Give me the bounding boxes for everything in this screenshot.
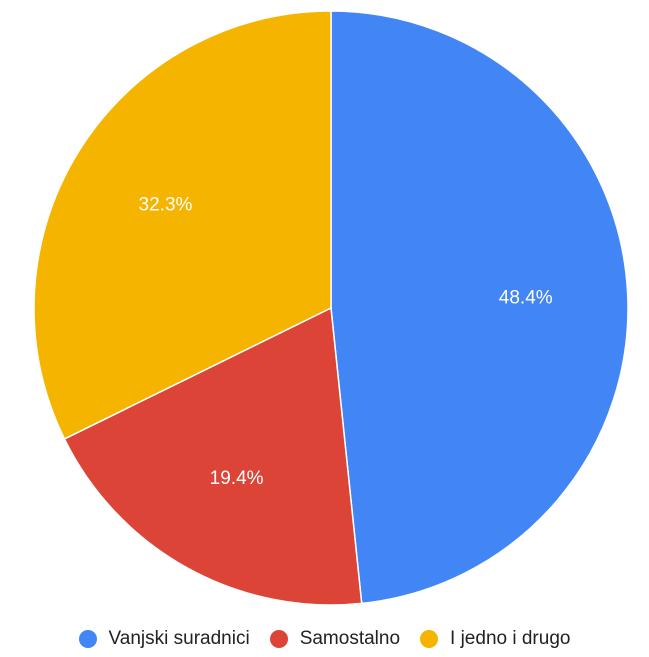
slice-value-label: 32.3% bbox=[139, 194, 193, 215]
pie-slice-vanjski-suradnici[interactable] bbox=[330, 10, 629, 605]
legend-item-samostalno[interactable]: Samostalno bbox=[269, 628, 401, 650]
pie-slice-i-jedno-i-drugo[interactable] bbox=[33, 10, 332, 440]
legend-label: Vanjski suradnici bbox=[108, 628, 250, 649]
legend-swatch-i-jedno-i-drugo bbox=[420, 630, 439, 648]
slice-value-label: 48.4% bbox=[499, 287, 553, 308]
legend-swatch-samostalno bbox=[269, 630, 288, 648]
slice-labels: 48.4% 19.4% 32.3% bbox=[139, 194, 553, 489]
legend-swatch-vanjski-suradnici bbox=[78, 630, 97, 648]
legend-item-vanjski-suradnici[interactable]: Vanjski suradnici bbox=[78, 628, 250, 650]
slice-value-label: 19.4% bbox=[210, 468, 264, 489]
legend-label: I jedno i drugo bbox=[450, 628, 571, 649]
legend-item-i-jedno-i-drugo[interactable]: I jedno i drugo bbox=[420, 628, 570, 650]
legend-label: Samostalno bbox=[299, 628, 401, 649]
pie-slice-samostalno[interactable] bbox=[63, 306, 363, 606]
legend: Vanjski suradnici Samostalno I jedno i d… bbox=[0, 624, 649, 654]
pie-slices bbox=[33, 10, 629, 606]
